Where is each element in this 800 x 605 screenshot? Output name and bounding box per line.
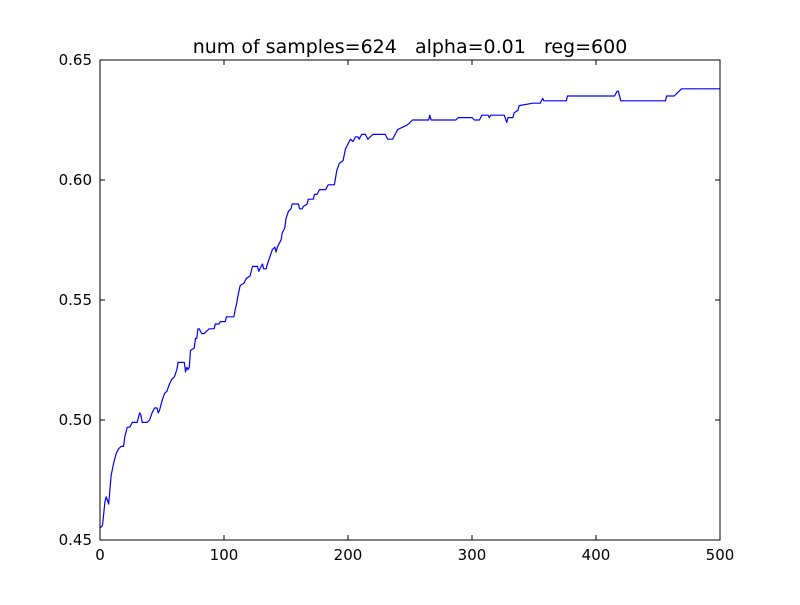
- y-tick-label: 0.55: [59, 291, 92, 309]
- series-line: [99, 88, 720, 529]
- axis-tick-labels: 0 100 200 300 400 500 0.45 0.50 0.55 0.60 0.65: [59, 51, 735, 564]
- x-tick-label: 200: [334, 546, 363, 564]
- x-tick-label: 300: [458, 546, 487, 564]
- series-group: [99, 88, 720, 529]
- y-tick-label: 0.50: [59, 411, 92, 429]
- x-tick-label: 500: [706, 546, 735, 564]
- y-tick-label: 0.60: [59, 171, 92, 189]
- y-tick-label: 0.65: [59, 51, 92, 69]
- x-tick-label: 400: [582, 546, 611, 564]
- y-tick-label: 0.45: [59, 531, 92, 549]
- plot-area-frame: [99, 59, 721, 541]
- x-tick-label: 0: [95, 546, 105, 564]
- chart-title: num of samples=624 alpha=0.01 reg=600: [193, 36, 628, 58]
- x-tick-label: 100: [210, 546, 239, 564]
